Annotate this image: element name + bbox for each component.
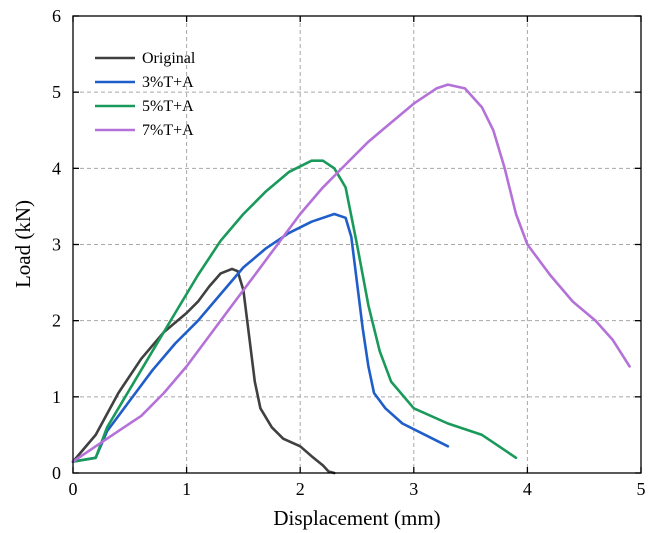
series-line-3-t-a [71, 212, 450, 463]
y-axis-title: Load (kN) [11, 200, 35, 288]
y-tick-label: 2 [52, 311, 61, 331]
y-tick-label: 1 [52, 387, 61, 407]
series-line-7-t-a [71, 83, 631, 463]
legend-label: 3%T+A [142, 74, 194, 91]
legend-label: 5%T+A [142, 98, 194, 115]
x-tick-label: 5 [637, 479, 646, 499]
x-axis-title: Displacement (mm) [273, 506, 440, 530]
x-tick-label: 4 [523, 479, 532, 499]
y-tick-label: 5 [52, 82, 61, 102]
x-tick-label: 3 [409, 479, 418, 499]
series-line-5-t-a [71, 159, 518, 463]
plot-series [71, 83, 631, 475]
y-tick-label: 6 [52, 6, 61, 26]
y-tick-label: 4 [52, 158, 61, 178]
x-tick-label: 2 [296, 479, 305, 499]
y-tick-label: 0 [52, 463, 61, 483]
legend-label: 7%T+A [142, 122, 194, 139]
legend: Original 3%T+A 5%T+A 7%T+A [95, 50, 196, 139]
series-line-original [71, 267, 336, 475]
x-tick-labels: 0 1 2 3 4 5 [69, 479, 646, 499]
legend-label: Original [142, 50, 196, 67]
axis-ticks [72, 15, 642, 474]
y-tick-labels: 0 1 2 3 4 5 6 [52, 6, 61, 483]
x-tick-label: 1 [182, 479, 191, 499]
y-tick-label: 3 [52, 235, 61, 255]
x-tick-label: 0 [69, 479, 78, 499]
